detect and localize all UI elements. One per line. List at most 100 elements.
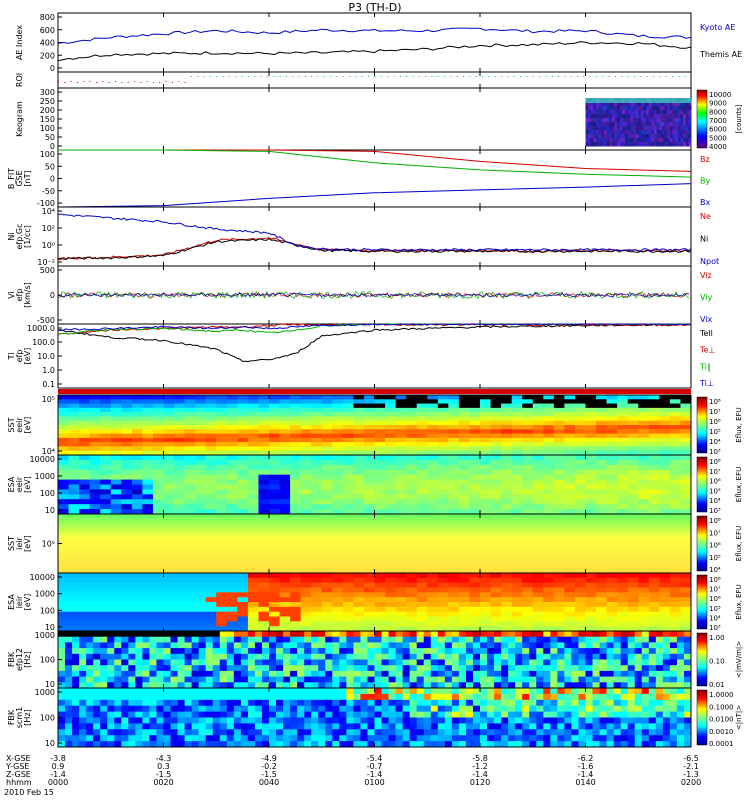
esa-e-cell <box>448 509 460 515</box>
fbk-b-cell <box>437 723 446 730</box>
fbk-b-cell <box>592 735 600 742</box>
fbk-b-cell <box>247 735 256 742</box>
keogram-cell <box>627 126 631 131</box>
fbk-b-cell <box>219 711 228 718</box>
fbk-e-cell <box>444 670 453 677</box>
esa-i-cell <box>458 602 470 608</box>
esa-e-cell <box>89 455 101 461</box>
fbk-b-cell <box>465 741 474 748</box>
fbk-e-cell <box>142 648 150 655</box>
esa-e-cell <box>279 509 291 515</box>
esa-i-cell <box>385 621 396 627</box>
sst-e-cell <box>659 412 671 417</box>
fbk-b-cell <box>86 688 94 695</box>
fbk-b-cell <box>325 717 333 724</box>
keogram-cell <box>683 142 687 147</box>
esa-i-cell <box>110 611 122 617</box>
sst-e-cell <box>469 395 481 400</box>
esa-i-cell <box>427 626 439 632</box>
esa-e-cell <box>258 459 270 466</box>
fbk-b-cell <box>641 723 650 730</box>
sst-e-cell <box>68 437 80 443</box>
esa-e-cell <box>258 504 270 510</box>
fbk-e-cell <box>339 659 347 666</box>
fbk-e-cell <box>648 682 657 689</box>
fbk-b-cell <box>58 729 66 736</box>
sst-e-cell <box>332 437 344 443</box>
fbk-b-cell <box>128 711 136 718</box>
fbk-e-cell <box>480 665 488 672</box>
esa-e-cell <box>522 455 534 461</box>
sst-e-cell <box>321 416 333 422</box>
fbk-b-cell <box>247 741 256 748</box>
esa-i-cell <box>121 573 133 579</box>
esa-i-cell <box>617 606 629 613</box>
fbk-b-cell <box>585 729 593 736</box>
ae-series-themis-ae <box>57 41 692 62</box>
sst-e-cell <box>363 399 375 404</box>
fbk-b-cell <box>311 729 319 736</box>
esa-e-cell <box>606 494 618 500</box>
fbk-e-cell <box>346 636 354 643</box>
sst-e-cell <box>406 412 418 417</box>
fbk-e-cell <box>557 665 565 672</box>
fbk-e-cell <box>297 665 305 672</box>
fbk-e-cell <box>465 665 474 672</box>
fbk-b-cell <box>219 699 228 707</box>
fbk-b-cell <box>367 711 375 718</box>
fbk-b-cell <box>592 705 600 712</box>
esa-e-cell <box>469 489 481 495</box>
esa-i-cell <box>532 577 544 584</box>
sst-e-cell <box>469 446 481 452</box>
fbk-e-cell <box>184 653 193 660</box>
esa-e-cell <box>532 499 544 505</box>
esa-i-cell <box>353 626 365 632</box>
sst-e-cell <box>680 420 692 426</box>
esa-e-cell <box>532 464 544 471</box>
esa-e-cell <box>58 455 69 461</box>
sst-e-cell <box>606 450 618 456</box>
keogram-cell <box>672 102 676 107</box>
fbk-b-cell <box>86 735 94 742</box>
sst-e-cell <box>216 416 228 422</box>
fbk-b-cell <box>480 699 488 707</box>
esa-e-cell <box>606 484 618 490</box>
sst-e-cell <box>553 412 565 417</box>
esa-e-cell <box>184 479 196 485</box>
sst-e-cell <box>511 429 523 434</box>
esa-e-cell <box>522 499 534 505</box>
esa-e-cell <box>247 489 259 495</box>
fbk-b-cell <box>283 693 291 701</box>
esa-e-cell <box>290 459 302 466</box>
esa-i-cell <box>110 616 122 622</box>
keogram-cell <box>688 142 692 147</box>
esa-e-cell <box>142 474 154 480</box>
esa-e-cell <box>184 459 196 466</box>
fbk-b-cell <box>472 729 481 736</box>
keogram-cell <box>601 130 605 135</box>
sst-e-cell <box>258 420 270 426</box>
fbk-b-cell <box>494 723 502 730</box>
fbk-b-cell <box>283 699 291 707</box>
keogram-cell <box>585 138 589 143</box>
fbk-b-cell <box>395 723 404 730</box>
esa-e-cell <box>290 484 302 490</box>
fbk-e-cell <box>613 670 622 677</box>
fbk-b-cell <box>339 688 347 695</box>
fbk-b-cell <box>149 688 157 695</box>
esa-i-cell <box>300 597 312 603</box>
esa-e-cell <box>290 499 302 505</box>
fbk-b-cell <box>170 699 178 707</box>
esa-e-cell <box>638 474 650 480</box>
fbk-b-cell <box>191 688 200 695</box>
fbk-e-cell <box>254 653 263 660</box>
fbk-b-cell <box>592 693 600 701</box>
fbk-b-cell <box>388 735 396 742</box>
fbk-e-cell <box>536 659 544 666</box>
esa-i-cell <box>543 621 555 627</box>
esa-e-cell <box>279 489 291 495</box>
sst-e-cell <box>205 416 217 422</box>
fbk-b-cell <box>655 723 664 730</box>
esa-i-cell <box>58 621 69 627</box>
esa-i-cell <box>522 616 534 622</box>
